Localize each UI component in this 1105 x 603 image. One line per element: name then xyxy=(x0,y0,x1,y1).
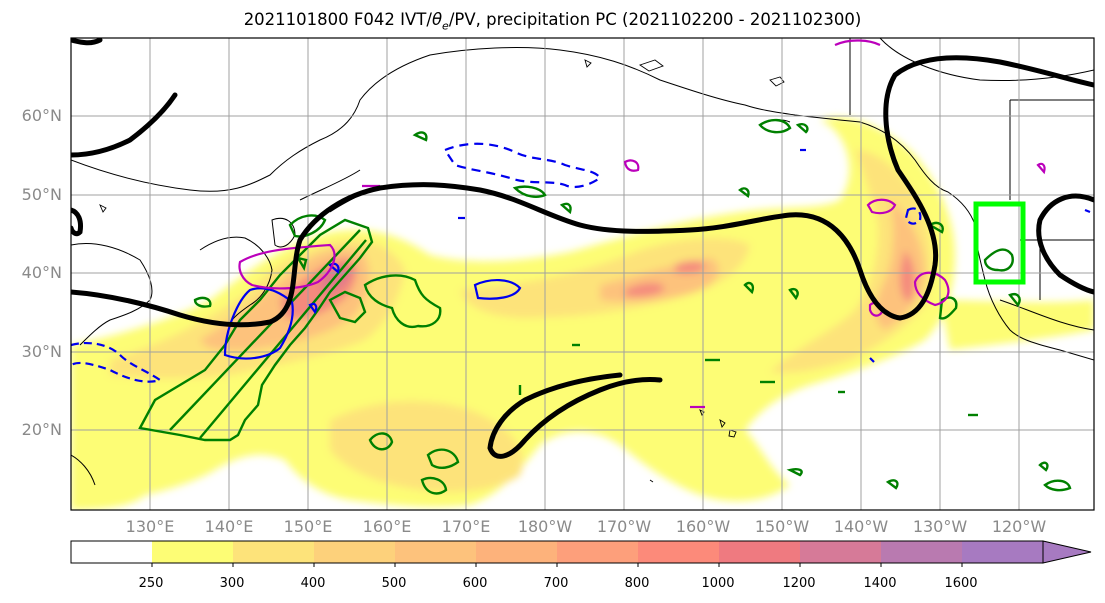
colorbar-tick-1600: 1600 xyxy=(944,576,978,591)
colorbar-tick-700: 700 xyxy=(543,576,569,591)
lon-label-150e: 150°E xyxy=(283,517,333,536)
map-title: 2021101800 F042 IVT/θe/PV, precipitation… xyxy=(243,10,862,33)
lon-label-170w: 170°W xyxy=(596,517,652,536)
lon-label-180w: 180°W xyxy=(517,517,573,536)
lon-label-160w: 160°W xyxy=(675,517,731,536)
lon-label-140e: 140°E xyxy=(204,517,254,536)
lat-label-50n: 50°N xyxy=(21,185,62,204)
lat-label-30n: 30°N xyxy=(21,342,62,361)
colorbar-tick-800: 800 xyxy=(624,576,650,591)
colorbar-tick-500: 500 xyxy=(381,576,407,591)
lon-label-130e: 130°E xyxy=(125,517,175,536)
lon-label-130w: 130°W xyxy=(912,517,968,536)
colorbar-tick-400: 400 xyxy=(300,576,326,591)
lon-label-170e: 170°E xyxy=(441,517,491,536)
ivt-800-band xyxy=(280,250,915,320)
colorbar-tick-1200: 1200 xyxy=(782,576,816,591)
magenta-contours xyxy=(238,39,1046,409)
lat-label-40n: 40°N xyxy=(21,263,62,282)
islands xyxy=(99,59,785,483)
map-frame xyxy=(70,37,1095,511)
colorbar-tick-600: 600 xyxy=(462,576,488,591)
lon-label-150w: 150°W xyxy=(754,517,810,536)
ivt-shading xyxy=(71,117,1094,510)
colorbar-tick-1000: 1000 xyxy=(701,576,735,591)
lat-label-60n: 60°N xyxy=(21,106,62,125)
colorbar-tick-1400: 1400 xyxy=(863,576,897,591)
lon-label-120w: 120°W xyxy=(991,517,1047,536)
lon-label-140w: 140°W xyxy=(833,517,889,536)
precip-green-contours xyxy=(138,118,1072,495)
target-region-box xyxy=(973,201,1026,285)
colorbar-tick-250: 250 xyxy=(138,576,164,591)
colorbar-tick-300: 300 xyxy=(219,576,245,591)
lat-label-20n: 20°N xyxy=(21,420,62,439)
lon-label-160e: 160°E xyxy=(362,517,412,536)
pv-contours xyxy=(71,38,1094,459)
